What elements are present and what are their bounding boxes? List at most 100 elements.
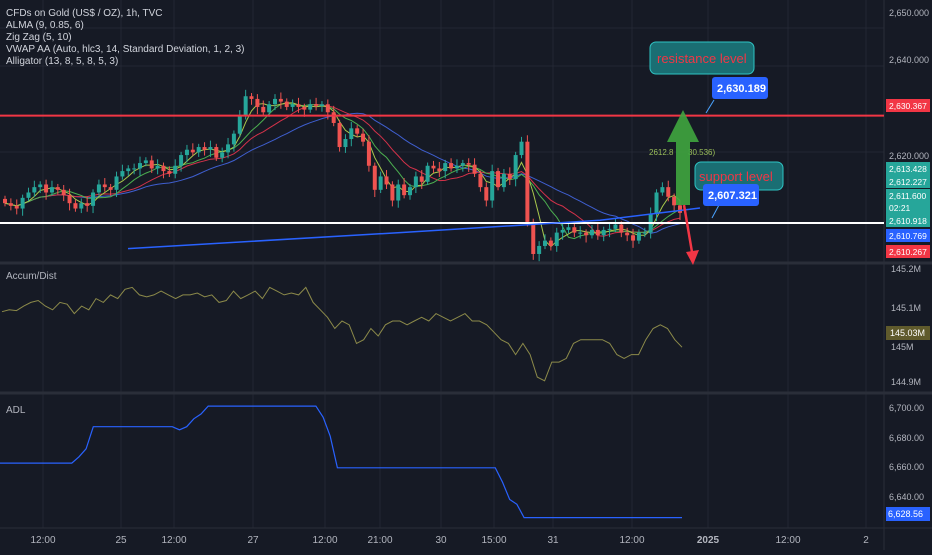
price-axis-tag-label: 2,610.769 [889, 231, 927, 241]
accum-tick-label: 145.2M [891, 264, 921, 274]
candle-body [190, 149, 195, 153]
candle-body [631, 235, 636, 241]
symbol-title[interactable]: CFDs on Gold (US$ / OZ), 1h, TVC [6, 8, 163, 19]
candle-body [525, 141, 530, 222]
support-price-text: 2,607.321 [708, 190, 757, 202]
candle-body [273, 98, 277, 105]
candle-body [501, 173, 506, 188]
candle-body [38, 184, 43, 188]
time-axis-label: 21:00 [367, 535, 392, 546]
candle-body [408, 187, 412, 196]
accum-tick-label: 145M [891, 342, 914, 352]
candle-body [143, 160, 148, 164]
candle-body [625, 232, 630, 236]
time-axis-label: 12:00 [312, 535, 337, 546]
candle-body [8, 203, 13, 206]
price-axis-tag-label: 2,610.267 [889, 247, 927, 257]
candle-body [290, 104, 295, 107]
candle-body [584, 232, 589, 236]
chart-legend: CFDs on Gold (US$ / OZ), 1h, TVC ALMA (9… [6, 8, 244, 68]
candle-body [425, 165, 430, 182]
indicator-zigzag[interactable]: Zig Zag (5, 10) [6, 32, 72, 43]
candle-body [44, 184, 49, 193]
adl-last-tag [886, 507, 930, 521]
price-axis-tag [886, 214, 930, 227]
candle-body [237, 114, 242, 134]
accum-dist-title: Accum/Dist [6, 271, 57, 282]
candle-body [666, 187, 671, 197]
price-tick-label: 2,640.000 [889, 55, 929, 65]
adl-tick-label: 6,680.00 [889, 433, 924, 443]
candle-body [3, 198, 7, 204]
candle-body [96, 184, 101, 193]
indicator-vwap[interactable]: VWAP AA (Auto, hlc3, 14, Standard Deviat… [6, 44, 245, 55]
candle-body [249, 96, 254, 99]
time-axis-label: 12:00 [775, 535, 800, 546]
candle-body [366, 141, 371, 166]
accum-last-label: 145.03M [890, 328, 925, 338]
candle-body [325, 104, 330, 113]
candle-body [619, 224, 624, 233]
candle-body [419, 176, 424, 182]
candle-body [26, 192, 31, 198]
time-axis-label: 12:00 [619, 535, 644, 546]
candle-body [296, 104, 301, 107]
price-axis-tag [886, 175, 930, 188]
candle-body [126, 168, 131, 172]
support-tag-pointer [711, 204, 720, 219]
candle-body [548, 240, 553, 246]
candle-body [355, 128, 360, 134]
candle-body [208, 147, 213, 150]
candle-body [507, 173, 512, 180]
candle-body [496, 171, 501, 188]
accum-tick-label: 145.1M [891, 303, 921, 313]
candle-body [120, 171, 125, 177]
candle-body [278, 98, 283, 102]
candle-body [261, 106, 266, 113]
candle-body [155, 165, 160, 169]
candle-body [384, 176, 389, 185]
candle-body [490, 171, 495, 201]
candle-body [255, 98, 260, 107]
candle-body [14, 205, 19, 209]
adl-tick-label: 6,700.00 [889, 403, 924, 413]
candle-body [243, 96, 248, 115]
resistance-callout-box [649, 41, 755, 75]
indicator-alligator[interactable]: Alligator (13, 8, 5, 8, 5, 3) [6, 56, 119, 67]
adl-last-label: 6,628.56 [888, 509, 923, 519]
candle-body [554, 232, 559, 246]
candle-body [167, 171, 172, 174]
candle-body [378, 176, 383, 190]
time-axis-label: 12:00 [30, 535, 55, 546]
down-arrow-icon [686, 250, 699, 265]
price-axis-tag-label: 2,611.600 [889, 191, 926, 201]
candle-body [372, 165, 377, 190]
price-axis-tag [886, 99, 930, 112]
candle-body [642, 232, 647, 234]
price-axis-tag [886, 201, 930, 214]
adl-line [0, 405, 682, 519]
indicator-alma[interactable]: ALMA (9, 0.85, 6) [6, 20, 84, 31]
candle-body [226, 144, 231, 153]
candle-body [654, 192, 659, 214]
accum-tick-label: 144.9M [891, 377, 921, 387]
resistance-callout-text: resistance level [657, 51, 747, 66]
candle-body [55, 187, 60, 190]
candle-body [161, 165, 166, 172]
support-callout-text: support level [699, 169, 773, 184]
candle-body [85, 203, 90, 206]
price-tick-label: 2,620.000 [889, 151, 929, 161]
candle-body [314, 104, 319, 106]
time-axis-label: 2025 [697, 535, 720, 546]
candle-body [79, 203, 84, 209]
candle-body [67, 195, 72, 204]
candle-body [202, 147, 207, 150]
price-axis-tag-label: 2,612.227 [889, 177, 927, 187]
price-axis-tag-label: 2,613.428 [889, 164, 927, 174]
candle-body [513, 155, 518, 180]
up-arrow-icon [667, 110, 699, 205]
candle-body [478, 173, 483, 188]
candle-body [431, 165, 436, 169]
